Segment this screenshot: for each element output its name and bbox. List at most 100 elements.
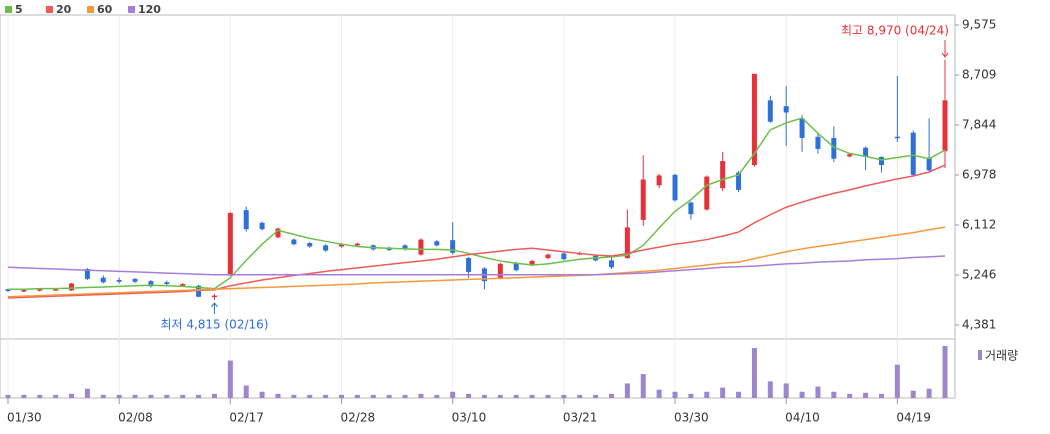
y-tick-label: 6,112 (962, 218, 996, 232)
x-tick-label: 04/10 (785, 411, 820, 425)
volume-bar (688, 393, 694, 398)
candle-body (783, 106, 789, 113)
candle-body (53, 289, 59, 291)
legend-label: 120 (138, 3, 161, 16)
volume-bar (815, 386, 821, 398)
volume-bar (894, 364, 900, 398)
candle-body (21, 289, 27, 292)
ma-line (7, 226, 946, 298)
legend-swatch (5, 6, 12, 13)
volume-bar (275, 393, 281, 398)
volume-bar (418, 393, 424, 398)
volume-bar (53, 394, 59, 398)
candle-body (5, 289, 11, 291)
candle-body (815, 136, 821, 149)
candle-body (831, 137, 837, 159)
ma-line (7, 255, 946, 276)
candle-body (672, 174, 678, 201)
candle-body (466, 258, 472, 272)
x-tick-label: 04/19 (896, 411, 931, 425)
volume-bar (370, 394, 376, 398)
volume-bar (831, 391, 837, 398)
candle-body (354, 243, 360, 246)
volume-bar (529, 394, 535, 398)
candle-body (497, 263, 503, 279)
x-tick-label: 02/17 (229, 411, 264, 425)
volume-bar (84, 388, 90, 398)
candle-body (751, 73, 757, 166)
volume-bar (323, 394, 329, 398)
volume-bar (481, 394, 487, 398)
volume-bar (942, 346, 948, 398)
volume-bar (69, 393, 75, 398)
volume-bar (211, 393, 217, 398)
volume-bar (577, 394, 583, 398)
y-tick-label: 5,246 (962, 268, 996, 282)
candle-body (180, 284, 186, 286)
volume-bar (878, 393, 884, 398)
volume-legend-label: 거래량 (985, 349, 1018, 363)
volume-bar (497, 394, 503, 398)
y-tick-label: 6,978 (962, 167, 996, 181)
candle-body (656, 175, 662, 186)
candle-body (275, 228, 281, 238)
legend-swatch (46, 6, 53, 13)
candle-body (545, 254, 551, 259)
volume-bar (307, 394, 313, 398)
volume-bar (450, 391, 456, 398)
volume-bar (148, 394, 154, 398)
low-arrow (211, 302, 218, 314)
volume-bar (402, 394, 408, 398)
candle-body (608, 260, 614, 268)
candle-body (307, 243, 313, 247)
volume-bar (116, 394, 122, 398)
volume-bar (624, 383, 630, 398)
candle-body (704, 176, 710, 210)
candle-body (640, 179, 646, 220)
y-tick-label: 4,381 (962, 318, 996, 332)
volume-bar (704, 391, 710, 398)
candle-body (513, 262, 519, 271)
x-tick-label: 02/08 (118, 411, 153, 425)
candle-body (148, 281, 154, 287)
candle-body (736, 172, 742, 190)
low-annotation: 최저 4,815 (02/16) (160, 318, 268, 332)
candle-body (529, 260, 535, 265)
candle-body (847, 154, 853, 157)
volume-bar (434, 394, 440, 398)
volume-bar (656, 389, 662, 398)
volume-bar (736, 391, 742, 398)
legend-swatch (128, 6, 135, 13)
volume-bar (21, 394, 27, 398)
volume-bar (243, 385, 249, 398)
volume-bar (100, 394, 106, 398)
candle-body (37, 289, 43, 291)
candle-body (164, 282, 170, 285)
candle-body (767, 100, 773, 122)
volume-bar (513, 394, 519, 398)
volume-bar (751, 348, 757, 398)
x-tick-label: 03/21 (563, 411, 598, 425)
volume-bar (466, 393, 472, 398)
candle-body (291, 239, 297, 245)
candle-body (323, 245, 329, 251)
x-tick-label: 01/30 (7, 411, 42, 425)
volume-bar (767, 381, 773, 398)
candle-body (196, 285, 202, 297)
candle-body (450, 240, 456, 253)
y-tick-label: 9,575 (962, 17, 996, 31)
candle-body (339, 244, 345, 247)
candle-body (100, 277, 106, 283)
volume-bar (386, 394, 392, 398)
candle-body (942, 100, 948, 152)
candle-body (624, 227, 630, 259)
volume-bar (196, 394, 202, 398)
volume-bar (910, 390, 916, 398)
volume-bar (354, 394, 360, 398)
candle-body (259, 222, 265, 230)
candle-body (434, 241, 440, 246)
volume-bar (926, 388, 932, 398)
volume-bar (783, 383, 789, 398)
volume-bar (5, 394, 11, 398)
volume-bar (37, 394, 43, 398)
